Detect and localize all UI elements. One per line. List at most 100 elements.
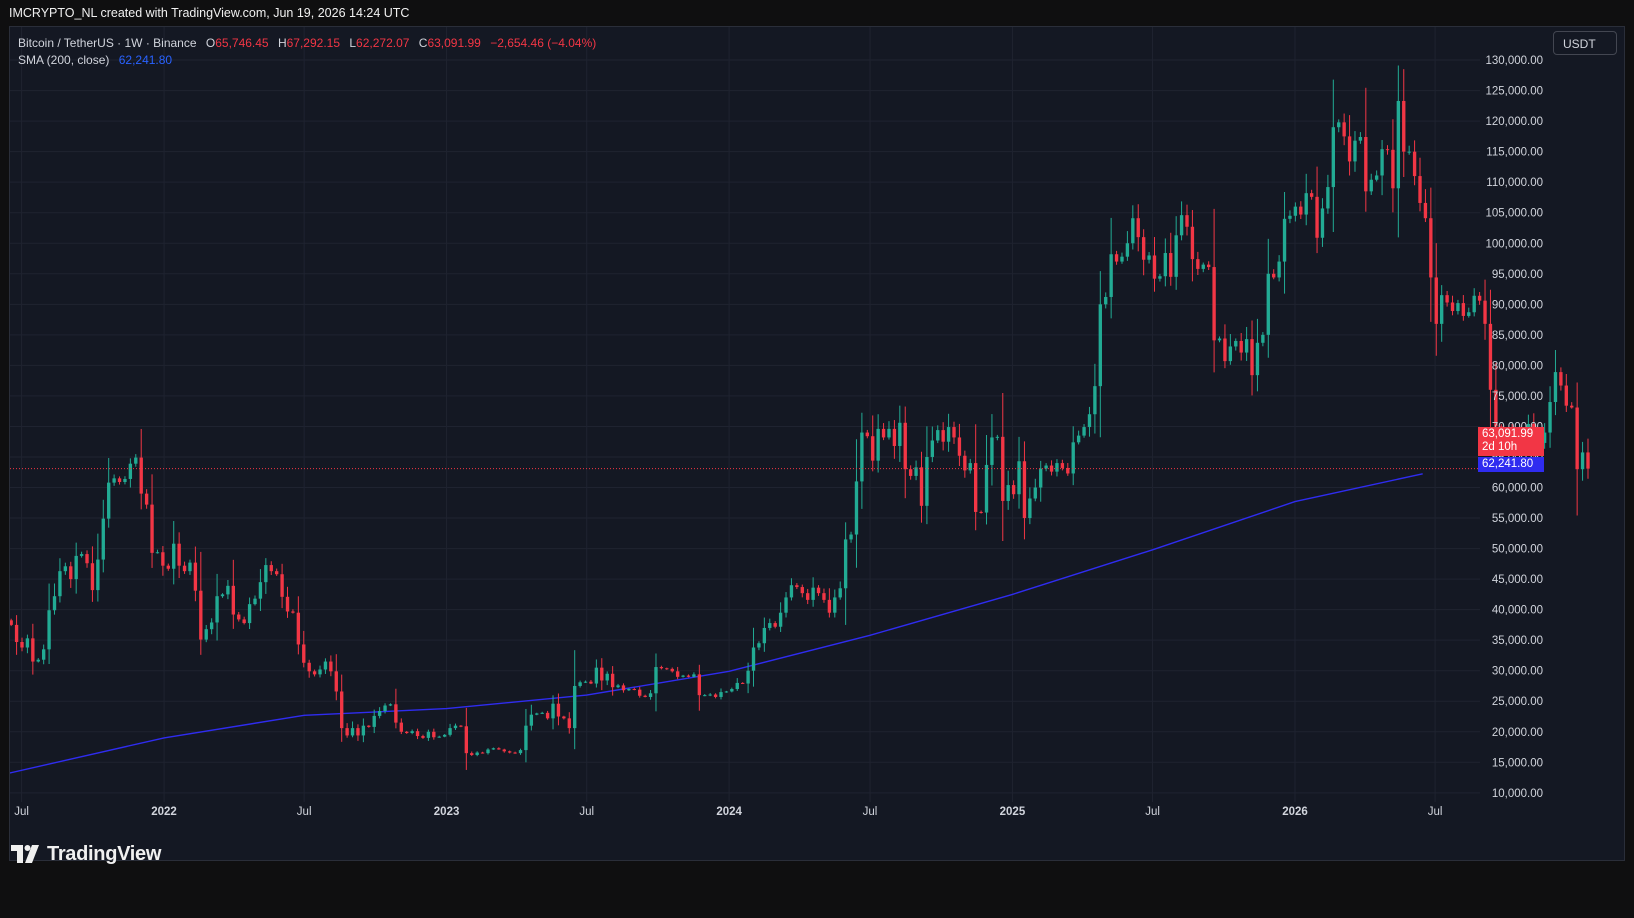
candle-body	[204, 629, 208, 640]
candle-body	[237, 614, 241, 620]
candle-body	[1028, 498, 1032, 519]
candle-body	[1483, 300, 1487, 324]
candle-body	[892, 428, 897, 446]
candle-body	[264, 565, 268, 583]
price-tick-label: 35,000.00	[1492, 635, 1543, 647]
candle-body	[1109, 254, 1113, 297]
price-tick-label: 130,000.00	[1485, 55, 1543, 67]
time-tick-label: 2022	[151, 806, 177, 818]
candle-body	[1017, 461, 1021, 495]
price-tick-label: 30,000.00	[1492, 666, 1543, 678]
candle-body	[675, 671, 680, 677]
candle-body	[849, 534, 853, 540]
chart-attribution: IMCRYPTO_NL created with TradingView.com…	[9, 6, 410, 20]
candle-body	[123, 478, 127, 483]
candle-body	[648, 693, 653, 697]
candle-body	[1461, 303, 1466, 316]
candle-body	[1244, 339, 1249, 353]
sma-legend-row[interactable]: SMA (200, close) 62,241.80	[18, 52, 596, 69]
candle-body	[421, 736, 425, 738]
candle-body	[25, 638, 30, 648]
candle-body	[963, 455, 967, 471]
open-value: 65,746.45	[215, 36, 269, 50]
candle-body	[1190, 226, 1195, 260]
candle-body	[990, 437, 994, 465]
candlestick-series	[10, 65, 1590, 770]
candle-body	[1423, 202, 1428, 219]
currency-button[interactable]: USDT	[1553, 31, 1617, 55]
candle-body	[377, 711, 382, 716]
candle-body	[930, 440, 935, 457]
candle-body	[567, 718, 571, 729]
candle-body	[518, 750, 523, 754]
candle-body	[594, 667, 599, 684]
candle-body	[1266, 273, 1270, 335]
tradingview-logo[interactable]: TradingView	[11, 842, 161, 866]
price-tick-label: 95,000.00	[1492, 269, 1543, 281]
candle-body	[610, 673, 615, 688]
candle-body	[871, 436, 875, 461]
candle-body	[1488, 323, 1493, 390]
candle-body	[1282, 218, 1287, 262]
time-axis[interactable]: Jul 2022 Jul 2023 Jul 2024 Jul 2025 Jul 2026 Jul	[14, 806, 1442, 818]
candle-body	[1141, 237, 1146, 260]
candle-body	[681, 675, 685, 677]
candle-body	[1418, 176, 1422, 203]
candle-body	[139, 457, 143, 494]
time-tick-label: 2023	[434, 806, 460, 818]
candle-body	[1011, 485, 1016, 495]
candle-body	[833, 597, 837, 613]
candle-body	[1396, 100, 1401, 189]
candle-body	[1087, 414, 1092, 428]
candle-body	[768, 623, 772, 628]
candle-body	[291, 611, 295, 613]
candle-body	[556, 703, 561, 717]
candle-body	[199, 590, 203, 640]
price-chart[interactable]: 10,000.00 15,000.00 20,000.00 25,000.00 30,0…	[10, 27, 1624, 860]
candle-body	[1228, 346, 1233, 362]
bar-countdown: 2d 10h	[1482, 441, 1518, 453]
candle-body	[605, 673, 609, 681]
candle-body	[573, 685, 577, 729]
price-tick-label: 85,000.00	[1492, 330, 1543, 342]
candle-body	[1093, 386, 1097, 415]
chart-panel[interactable]: 10,000.00 15,000.00 20,000.00 25,000.00 30,0…	[9, 26, 1625, 861]
symbol-label[interactable]: Bitcoin / TetherUS · 1W · Binance	[18, 36, 197, 50]
candle-body	[1477, 295, 1482, 301]
candle-body	[226, 585, 230, 595]
candle-body	[811, 587, 815, 600]
candle-body	[654, 667, 658, 694]
candle-body	[784, 597, 788, 613]
candle-body	[638, 689, 642, 696]
candle-body	[323, 661, 328, 670]
candle-body	[285, 596, 290, 612]
candle-body	[410, 731, 414, 733]
candle-body	[90, 563, 95, 591]
candle-body	[329, 661, 333, 672]
candle-body	[1212, 267, 1216, 341]
candle-body	[302, 644, 306, 663]
candle-body	[919, 467, 924, 506]
candle-body	[887, 428, 891, 438]
candle-body	[1326, 187, 1330, 209]
candle-body	[85, 554, 89, 564]
candle-body	[1136, 218, 1140, 238]
candle-body	[1006, 485, 1010, 501]
candle-body	[1358, 136, 1363, 141]
candle-body	[1114, 254, 1119, 262]
candle-body	[789, 585, 794, 598]
price-tick-label: 120,000.00	[1485, 116, 1543, 128]
candle-body	[1169, 253, 1173, 277]
candle-body	[470, 753, 474, 755]
candle-body	[746, 670, 750, 684]
change-value: −2,654.46 (−4.04%)	[490, 36, 597, 50]
close-label: C	[418, 36, 428, 50]
candle-body	[14, 624, 19, 643]
candle-body	[952, 427, 956, 438]
candle-body	[1163, 253, 1168, 277]
sma-label: SMA (200, close)	[18, 53, 110, 67]
candle-body	[144, 493, 149, 505]
candle-body	[1131, 218, 1135, 244]
candle-body	[442, 734, 447, 737]
candle-body	[740, 682, 745, 684]
